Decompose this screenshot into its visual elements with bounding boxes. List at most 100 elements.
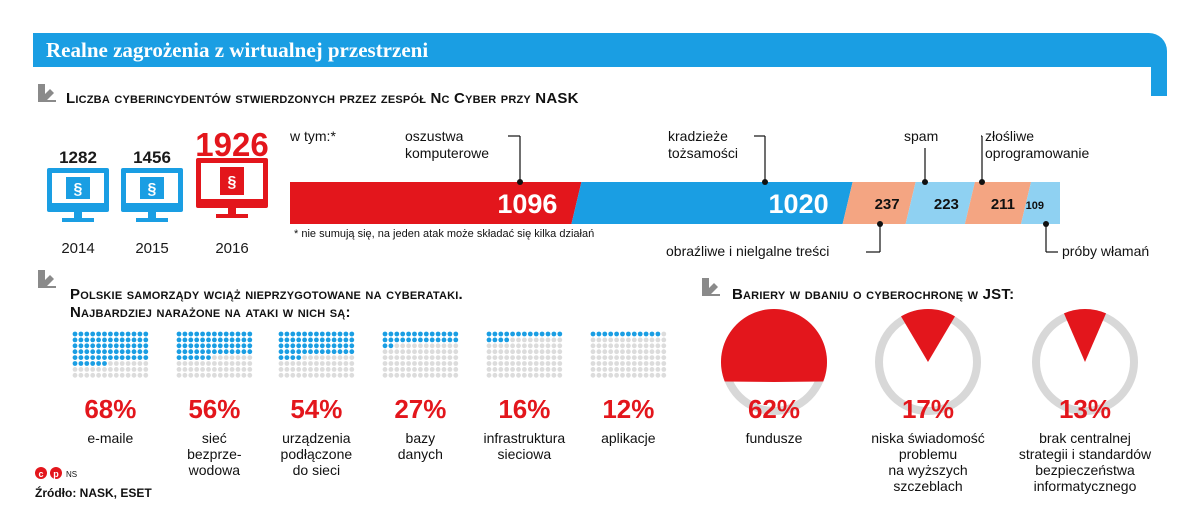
dot bbox=[296, 372, 302, 378]
dot bbox=[539, 349, 545, 355]
callout-line: oprogramowanie bbox=[985, 145, 1090, 161]
arrow-down-right-icon bbox=[702, 278, 720, 296]
dot bbox=[643, 349, 649, 355]
dot bbox=[602, 355, 608, 360]
pie-label-2: brak centralnej strategii i standardów bez… bbox=[1005, 430, 1165, 494]
dot bbox=[655, 337, 661, 343]
dot bbox=[400, 367, 406, 372]
dot bbox=[614, 355, 619, 360]
dot bbox=[435, 343, 441, 349]
dot bbox=[626, 372, 631, 378]
dot bbox=[343, 331, 349, 337]
dot bbox=[516, 367, 521, 372]
dot bbox=[486, 331, 492, 337]
dot bbox=[388, 355, 394, 360]
dot bbox=[516, 343, 521, 349]
dot bbox=[406, 355, 411, 360]
dot bbox=[527, 367, 533, 372]
dot bbox=[217, 331, 223, 337]
dot bbox=[90, 331, 96, 337]
dot bbox=[188, 343, 194, 349]
dot bbox=[206, 367, 211, 372]
dot bbox=[235, 337, 241, 343]
pie-slice bbox=[1063, 308, 1107, 362]
dot bbox=[626, 355, 631, 360]
dot bbox=[418, 349, 423, 355]
dot bbox=[96, 349, 101, 355]
dot bbox=[643, 355, 649, 360]
dot bbox=[337, 372, 343, 378]
dot bbox=[343, 367, 349, 372]
dot bbox=[596, 343, 602, 349]
dot bbox=[382, 372, 388, 378]
section-sign: § bbox=[148, 181, 157, 198]
dot bbox=[194, 372, 200, 378]
dot bbox=[241, 367, 247, 372]
monitor-neck bbox=[228, 208, 236, 214]
callout-4: złośliwe oprogramowanie bbox=[985, 128, 1089, 162]
dot bbox=[337, 355, 343, 360]
dot bbox=[113, 355, 119, 360]
dot-grids bbox=[72, 331, 667, 378]
dot bbox=[516, 337, 521, 343]
dot bbox=[314, 372, 319, 378]
section-sign: § bbox=[228, 174, 237, 191]
dot bbox=[602, 337, 608, 343]
dot bbox=[90, 372, 96, 378]
callout-2: obraźliwe i nielgalne treści bbox=[666, 243, 829, 260]
label-line: wodowa bbox=[188, 462, 241, 478]
dot bbox=[314, 355, 319, 360]
dot bbox=[125, 337, 131, 343]
dot bbox=[319, 372, 325, 378]
dot bbox=[319, 367, 325, 372]
dot bbox=[131, 361, 137, 366]
pie-slice bbox=[721, 308, 827, 382]
dot bbox=[539, 355, 545, 360]
dot bbox=[388, 361, 394, 366]
dot bbox=[72, 367, 78, 372]
dot bbox=[290, 355, 296, 360]
source-text: Źródło: NASK, ESET bbox=[35, 486, 152, 500]
dot bbox=[131, 372, 137, 378]
dot bbox=[241, 331, 247, 337]
dot bbox=[655, 349, 661, 355]
dot bbox=[614, 343, 619, 349]
leader-dot bbox=[762, 179, 768, 185]
dot bbox=[290, 367, 296, 372]
dot bbox=[557, 337, 563, 343]
dot bbox=[545, 343, 551, 349]
dot bbox=[527, 372, 533, 378]
dot bbox=[296, 343, 302, 349]
dot bbox=[319, 337, 325, 343]
dot bbox=[596, 337, 602, 343]
dot bbox=[527, 361, 533, 366]
dot bbox=[188, 355, 194, 360]
dot bbox=[217, 361, 223, 366]
dot bbox=[447, 361, 453, 366]
dot bbox=[337, 361, 343, 366]
label-line: aplikacje bbox=[601, 430, 656, 446]
dot bbox=[533, 337, 539, 343]
dot bbox=[429, 343, 435, 349]
year-value-2015: 1456 bbox=[133, 148, 171, 167]
dot bbox=[229, 355, 235, 360]
dot bbox=[441, 372, 447, 378]
dot bbox=[527, 343, 533, 349]
dot bbox=[435, 349, 441, 355]
dot bbox=[278, 331, 284, 337]
dot bbox=[510, 372, 515, 378]
dot bbox=[84, 349, 90, 355]
dot bbox=[545, 349, 551, 355]
dot bbox=[78, 337, 84, 343]
percent-5: 12% bbox=[602, 394, 655, 424]
dot bbox=[504, 367, 510, 372]
dot bbox=[516, 355, 521, 360]
dot bbox=[143, 367, 149, 372]
dot bbox=[84, 337, 90, 343]
dot bbox=[637, 361, 643, 366]
dot bbox=[522, 337, 527, 343]
dot bbox=[626, 349, 631, 355]
dot bbox=[188, 349, 194, 355]
dot bbox=[643, 337, 649, 343]
dot bbox=[343, 337, 349, 343]
